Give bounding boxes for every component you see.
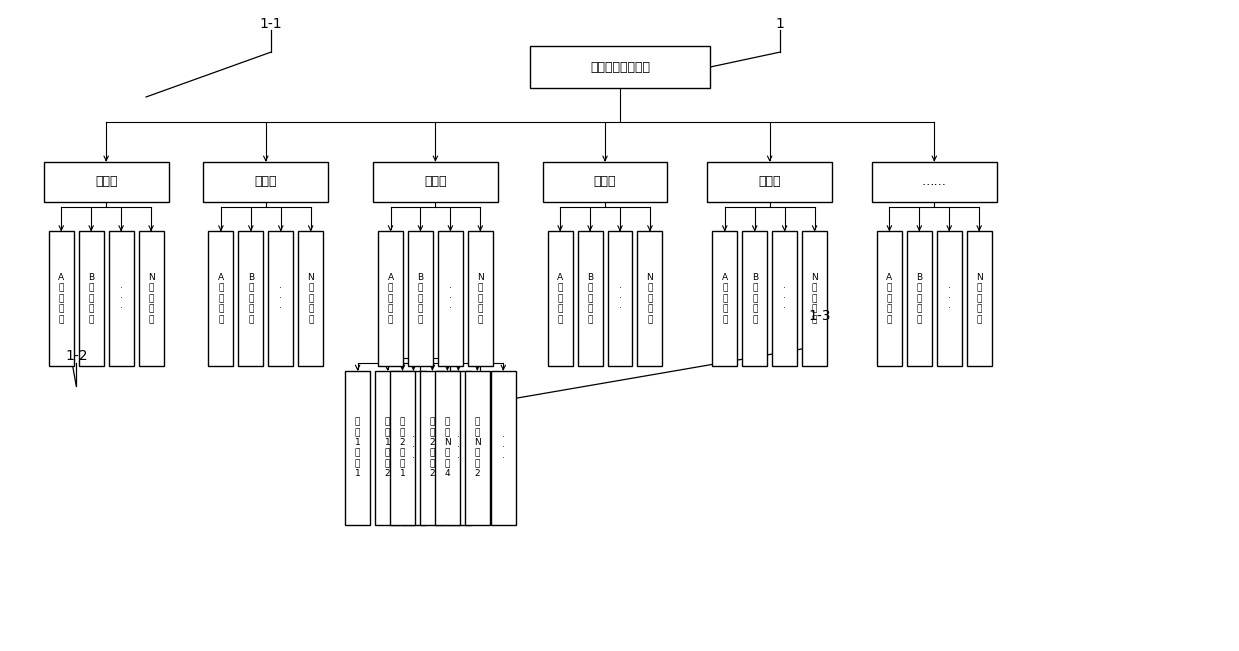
Bar (408, 231, 432, 366)
Text: ·
·
·: · · · (457, 433, 460, 463)
Bar (435, 371, 460, 525)
Text: ·
·
·: · · · (783, 284, 786, 314)
Text: 管成类: 管成类 (758, 175, 781, 188)
Text: 规
则
1
程
序
1: 规 则 1 程 序 1 (354, 417, 361, 478)
Bar (203, 161, 328, 202)
Text: 规
则
N
程
序
4: 规 则 N 程 序 4 (444, 417, 451, 478)
Bar (446, 371, 471, 525)
Bar (772, 231, 797, 366)
Text: B
结
构
模
板: B 结 构 模 板 (752, 273, 758, 324)
Text: ·
·
·: · · · (120, 284, 123, 314)
Text: N
结
构
模
板: N 结 构 模 板 (976, 273, 983, 324)
Text: ·
·
·: · · · (618, 284, 622, 314)
Bar (346, 371, 370, 525)
Text: ·
·
·: · · · (449, 284, 452, 314)
Text: 产品信息管理平台: 产品信息管理平台 (590, 61, 650, 74)
Bar (491, 371, 515, 525)
Text: 板坑类: 板坑类 (95, 175, 118, 188)
Text: N
结
构
模
板: N 结 构 模 板 (477, 273, 483, 324)
Bar (373, 161, 498, 202)
Text: ·
·
·: · · · (502, 433, 504, 463)
Text: A
结
构
模
板: A 结 构 模 板 (218, 273, 224, 324)
Bar (269, 231, 294, 366)
Text: 规
则
N
程
序
2: 规 则 N 程 序 2 (475, 417, 481, 478)
Bar (238, 231, 264, 366)
Bar (548, 231, 572, 366)
Bar (437, 231, 463, 366)
Bar (390, 371, 415, 525)
Bar (378, 231, 403, 366)
Bar (707, 161, 833, 202)
Bar (637, 231, 663, 366)
Bar (742, 231, 767, 366)
Bar (802, 231, 828, 366)
Text: 1-3: 1-3 (808, 309, 831, 323)
Bar (712, 231, 737, 366)
Text: N
结
构
模
板: N 结 构 模 板 (307, 273, 313, 324)
Text: 规
则
2
程
序
2: 规 则 2 程 序 2 (430, 417, 435, 478)
Bar (420, 371, 445, 525)
Bar (543, 161, 668, 202)
Text: N
结
构
模
板: N 结 构 模 板 (812, 273, 818, 324)
Bar (468, 231, 493, 366)
Text: B
结
构
模
板: B 结 构 模 板 (418, 273, 424, 324)
Text: A
结
构
模
板: A 结 构 模 板 (558, 273, 564, 324)
Bar (577, 231, 602, 366)
Text: B
结
构
模
板: B 结 构 模 板 (917, 273, 922, 324)
Text: B
结
构
模
板: B 结 构 模 板 (587, 273, 593, 324)
Text: 1: 1 (776, 18, 784, 31)
Text: 长轴类: 长轴类 (254, 175, 278, 188)
Text: 1-1: 1-1 (259, 18, 282, 31)
Text: B
结
构
模
板: B 结 构 模 板 (248, 273, 254, 324)
Text: 规
则
2
程
序
1: 规 则 2 程 序 1 (400, 417, 405, 478)
Bar (139, 231, 164, 366)
Bar (872, 161, 996, 202)
Text: B
结
构
模
板: B 结 构 模 板 (88, 273, 94, 324)
Text: ……: …… (922, 175, 947, 188)
Bar (907, 231, 932, 366)
Bar (43, 161, 169, 202)
Bar (299, 231, 323, 366)
Bar (48, 231, 74, 366)
Text: 筒环类: 筒环类 (593, 175, 616, 188)
Text: 板工类: 板工类 (424, 175, 447, 188)
Text: A
结
构
模
板: A 结 构 模 板 (721, 273, 727, 324)
Text: ·
·
·: · · · (279, 284, 282, 314)
Text: 规
则
1
程
序
2: 规 则 1 程 序 2 (384, 417, 390, 478)
Bar (937, 231, 961, 366)
Text: A
结
构
模
板: A 结 构 模 板 (388, 273, 394, 324)
Text: N
结
构
模
板: N 结 构 模 板 (147, 273, 155, 324)
Text: N
结
构
模
板: N 结 构 模 板 (647, 273, 653, 324)
Bar (208, 231, 233, 366)
Text: 1-2: 1-2 (64, 349, 88, 363)
Bar (465, 371, 489, 525)
Bar (530, 46, 710, 88)
Text: ·
·
·: · · · (948, 284, 950, 314)
Text: A
结
构
模
板: A 结 构 模 板 (886, 273, 892, 324)
Bar (79, 231, 104, 366)
Bar (607, 231, 632, 366)
Bar (401, 371, 426, 525)
Bar (966, 231, 991, 366)
Text: ·
·
·: · · · (413, 433, 415, 463)
Bar (375, 371, 400, 525)
Bar (877, 231, 902, 366)
Bar (109, 231, 134, 366)
Text: A
结
构
模
板: A 结 构 模 板 (58, 273, 64, 324)
